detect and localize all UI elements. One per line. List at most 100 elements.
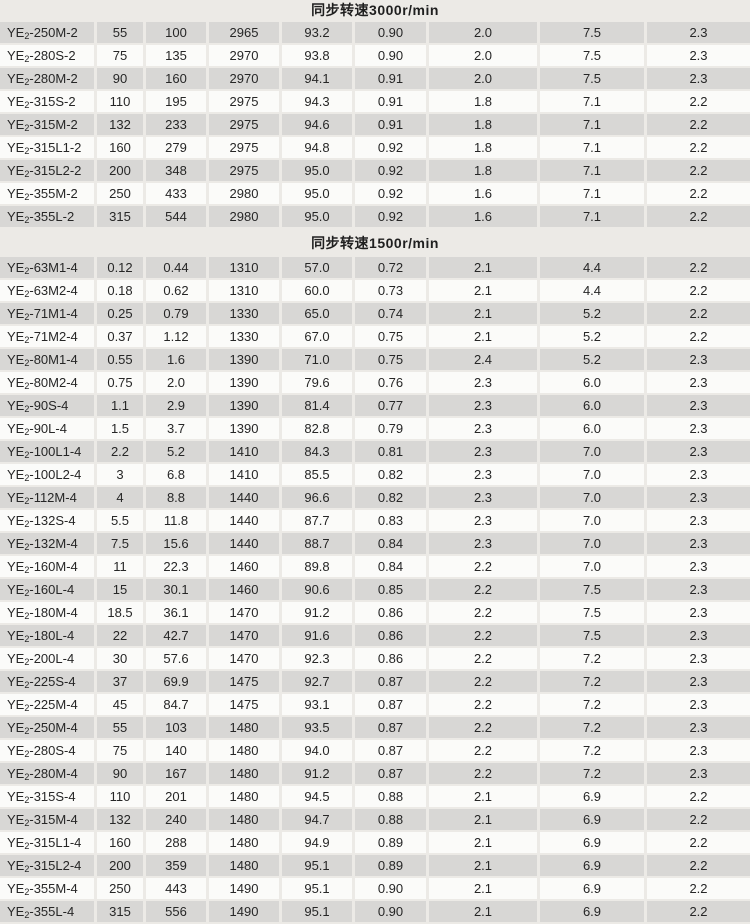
cell-value: 0.86 xyxy=(355,648,426,669)
cell-value: 1475 xyxy=(209,694,279,715)
cell-model: YE2-63M1-4 xyxy=(0,257,94,278)
table-row: YE2-71M2-4 0.37 1.12 1330 67.0 0.75 2.1 5.2 2.2 xyxy=(0,326,750,347)
cell-value: 100 xyxy=(146,22,206,43)
cell-model: YE2-315S-2 xyxy=(0,91,94,112)
cell-value: 2.2 xyxy=(429,579,537,600)
cell-value: 2.2 xyxy=(647,183,750,204)
table-row: YE2-160M-4 11 22.3 1460 89.8 0.84 2.2 7.0 2.3 xyxy=(0,556,750,577)
cell-value: 0.91 xyxy=(355,114,426,135)
cell-value: 2.3 xyxy=(429,395,537,416)
cell-value: 103 xyxy=(146,717,206,738)
cell-value: 2.2 xyxy=(647,809,750,830)
cell-value: 2.4 xyxy=(429,349,537,370)
cell-value: 90 xyxy=(97,68,143,89)
cell-value: 0.87 xyxy=(355,740,426,761)
table-row: YE2-315S-2 110 195 2975 94.3 0.91 1.8 7.1 2.2 xyxy=(0,91,750,112)
cell-value: 1.6 xyxy=(146,349,206,370)
cell-value: 0.84 xyxy=(355,556,426,577)
cell-value: 84.7 xyxy=(146,694,206,715)
table-row: YE2-315L1-2 160 279 2975 94.8 0.92 1.8 7.1 2.2 xyxy=(0,137,750,158)
cell-value: 7.2 xyxy=(540,740,644,761)
cell-value: 95.1 xyxy=(282,901,352,922)
cell-value: 0.86 xyxy=(355,625,426,646)
cell-value: 233 xyxy=(146,114,206,135)
cell-value: 315 xyxy=(97,206,143,227)
cell-value: 2.3 xyxy=(429,441,537,462)
cell-value: 0.88 xyxy=(355,809,426,830)
cell-value: 1460 xyxy=(209,556,279,577)
cell-model: YE2-63M2-4 xyxy=(0,280,94,301)
cell-value: 2.3 xyxy=(429,418,537,439)
cell-value: 2.2 xyxy=(647,280,750,301)
cell-value: 93.2 xyxy=(282,22,352,43)
cell-value: 1310 xyxy=(209,280,279,301)
cell-value: 94.7 xyxy=(282,809,352,830)
cell-model: YE2-250M-2 xyxy=(0,22,94,43)
cell-value: 110 xyxy=(97,786,143,807)
cell-model: YE2-225S-4 xyxy=(0,671,94,692)
cell-value: 5.2 xyxy=(146,441,206,462)
cell-value: 2965 xyxy=(209,22,279,43)
cell-value: 0.90 xyxy=(355,901,426,922)
cell-value: 1410 xyxy=(209,441,279,462)
cell-value: 443 xyxy=(146,878,206,899)
cell-value: 0.90 xyxy=(355,45,426,66)
cell-model: YE2-315L2-2 xyxy=(0,160,94,181)
cell-value: 42.7 xyxy=(146,625,206,646)
cell-value: 7.5 xyxy=(540,45,644,66)
cell-value: 0.83 xyxy=(355,510,426,531)
cell-value: 6.9 xyxy=(540,855,644,876)
cell-model: YE2-80M2-4 xyxy=(0,372,94,393)
cell-value: 1480 xyxy=(209,809,279,830)
cell-model: YE2-355M-2 xyxy=(0,183,94,204)
cell-value: 2.1 xyxy=(429,280,537,301)
cell-value: 7.0 xyxy=(540,510,644,531)
cell-value: 1.8 xyxy=(429,91,537,112)
cell-value: 0.75 xyxy=(97,372,143,393)
cell-value: 1480 xyxy=(209,763,279,784)
cell-value: 2.1 xyxy=(429,786,537,807)
table-row: YE2-63M2-4 0.18 0.62 1310 60.0 0.73 2.1 4.4 2.2 xyxy=(0,280,750,301)
cell-value: 6.9 xyxy=(540,809,644,830)
cell-value: 91.2 xyxy=(282,602,352,623)
cell-value: 2.0 xyxy=(429,22,537,43)
cell-value: 7.5 xyxy=(540,602,644,623)
cell-value: 95.1 xyxy=(282,878,352,899)
cell-value: 135 xyxy=(146,45,206,66)
cell-model: YE2-160M-4 xyxy=(0,556,94,577)
cell-value: 2.3 xyxy=(647,68,750,89)
cell-value: 160 xyxy=(97,832,143,853)
cell-value: 2.3 xyxy=(647,717,750,738)
cell-value: 91.6 xyxy=(282,625,352,646)
cell-value: 7.5 xyxy=(540,22,644,43)
table-row: YE2-315L2-2 200 348 2975 95.0 0.92 1.8 7.1 2.2 xyxy=(0,160,750,181)
cell-value: 5.2 xyxy=(540,303,644,324)
cell-value: 81.4 xyxy=(282,395,352,416)
cell-value: 2.3 xyxy=(647,395,750,416)
cell-value: 195 xyxy=(146,91,206,112)
cell-model: YE2-315M-4 xyxy=(0,809,94,830)
cell-value: 1440 xyxy=(209,487,279,508)
cell-value: 7.5 xyxy=(97,533,143,554)
cell-model: YE2-315L2-4 xyxy=(0,855,94,876)
cell-value: 93.5 xyxy=(282,717,352,738)
cell-value: 2.1 xyxy=(429,901,537,922)
cell-model: YE2-280S-4 xyxy=(0,740,94,761)
cell-value: 6.8 xyxy=(146,464,206,485)
table-row: YE2-180M-4 18.5 36.1 1470 91.2 0.86 2.2 7.5 2.3 xyxy=(0,602,750,623)
cell-value: 1440 xyxy=(209,533,279,554)
cell-value: 2.2 xyxy=(429,740,537,761)
cell-value: 0.87 xyxy=(355,717,426,738)
cell-value: 1390 xyxy=(209,395,279,416)
cell-value: 0.92 xyxy=(355,137,426,158)
cell-model: YE2-280S-2 xyxy=(0,45,94,66)
cell-value: 2.2 xyxy=(97,441,143,462)
cell-model: YE2-112M-4 xyxy=(0,487,94,508)
cell-value: 5.2 xyxy=(540,326,644,347)
cell-model: YE2-280M-4 xyxy=(0,763,94,784)
cell-value: 2.3 xyxy=(647,602,750,623)
cell-value: 7.2 xyxy=(540,694,644,715)
cell-value: 0.12 xyxy=(97,257,143,278)
cell-model: YE2-250M-4 xyxy=(0,717,94,738)
